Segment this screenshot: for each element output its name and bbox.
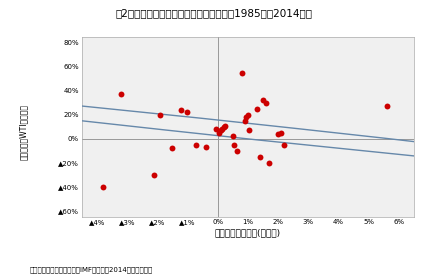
Text: 図2　原油価格と世界経済成長率の関係（1985年～2014年）: 図2 原油価格と世界経済成長率の関係（1985年～2014年） [116, 8, 313, 18]
Point [222, 123, 229, 128]
Point [266, 161, 272, 165]
Point [278, 130, 284, 135]
Point [234, 149, 241, 153]
Point [263, 101, 269, 105]
X-axis label: 世界経済の成長率(前年差): 世界経済の成長率(前年差) [215, 228, 281, 237]
Point [184, 110, 191, 115]
Point [275, 132, 281, 136]
Point [239, 71, 245, 75]
Point [157, 113, 163, 117]
Point [217, 128, 224, 133]
Point [193, 142, 200, 147]
Point [219, 127, 226, 131]
Point [254, 107, 260, 111]
Text: （注）世界経済の成長率はIMFによる（2014年は見込値）: （注）世界経済の成長率はIMFによる（2014年は見込値） [30, 266, 153, 273]
Point [216, 130, 223, 135]
Point [100, 184, 106, 189]
Point [384, 104, 390, 109]
Point [118, 92, 124, 97]
Point [169, 146, 176, 150]
Point [151, 172, 157, 177]
Point [178, 108, 185, 112]
Point [213, 127, 220, 131]
Point [245, 113, 251, 117]
Point [281, 142, 287, 147]
Point [242, 119, 248, 123]
Point [246, 128, 253, 133]
Point [260, 98, 266, 102]
Point [257, 155, 263, 159]
Point [202, 145, 209, 149]
Point [220, 124, 227, 129]
Point [231, 142, 238, 147]
Point [243, 115, 250, 119]
Text: 原油価格（WTI）前年比: 原油価格（WTI）前年比 [19, 104, 28, 159]
Point [230, 134, 236, 138]
